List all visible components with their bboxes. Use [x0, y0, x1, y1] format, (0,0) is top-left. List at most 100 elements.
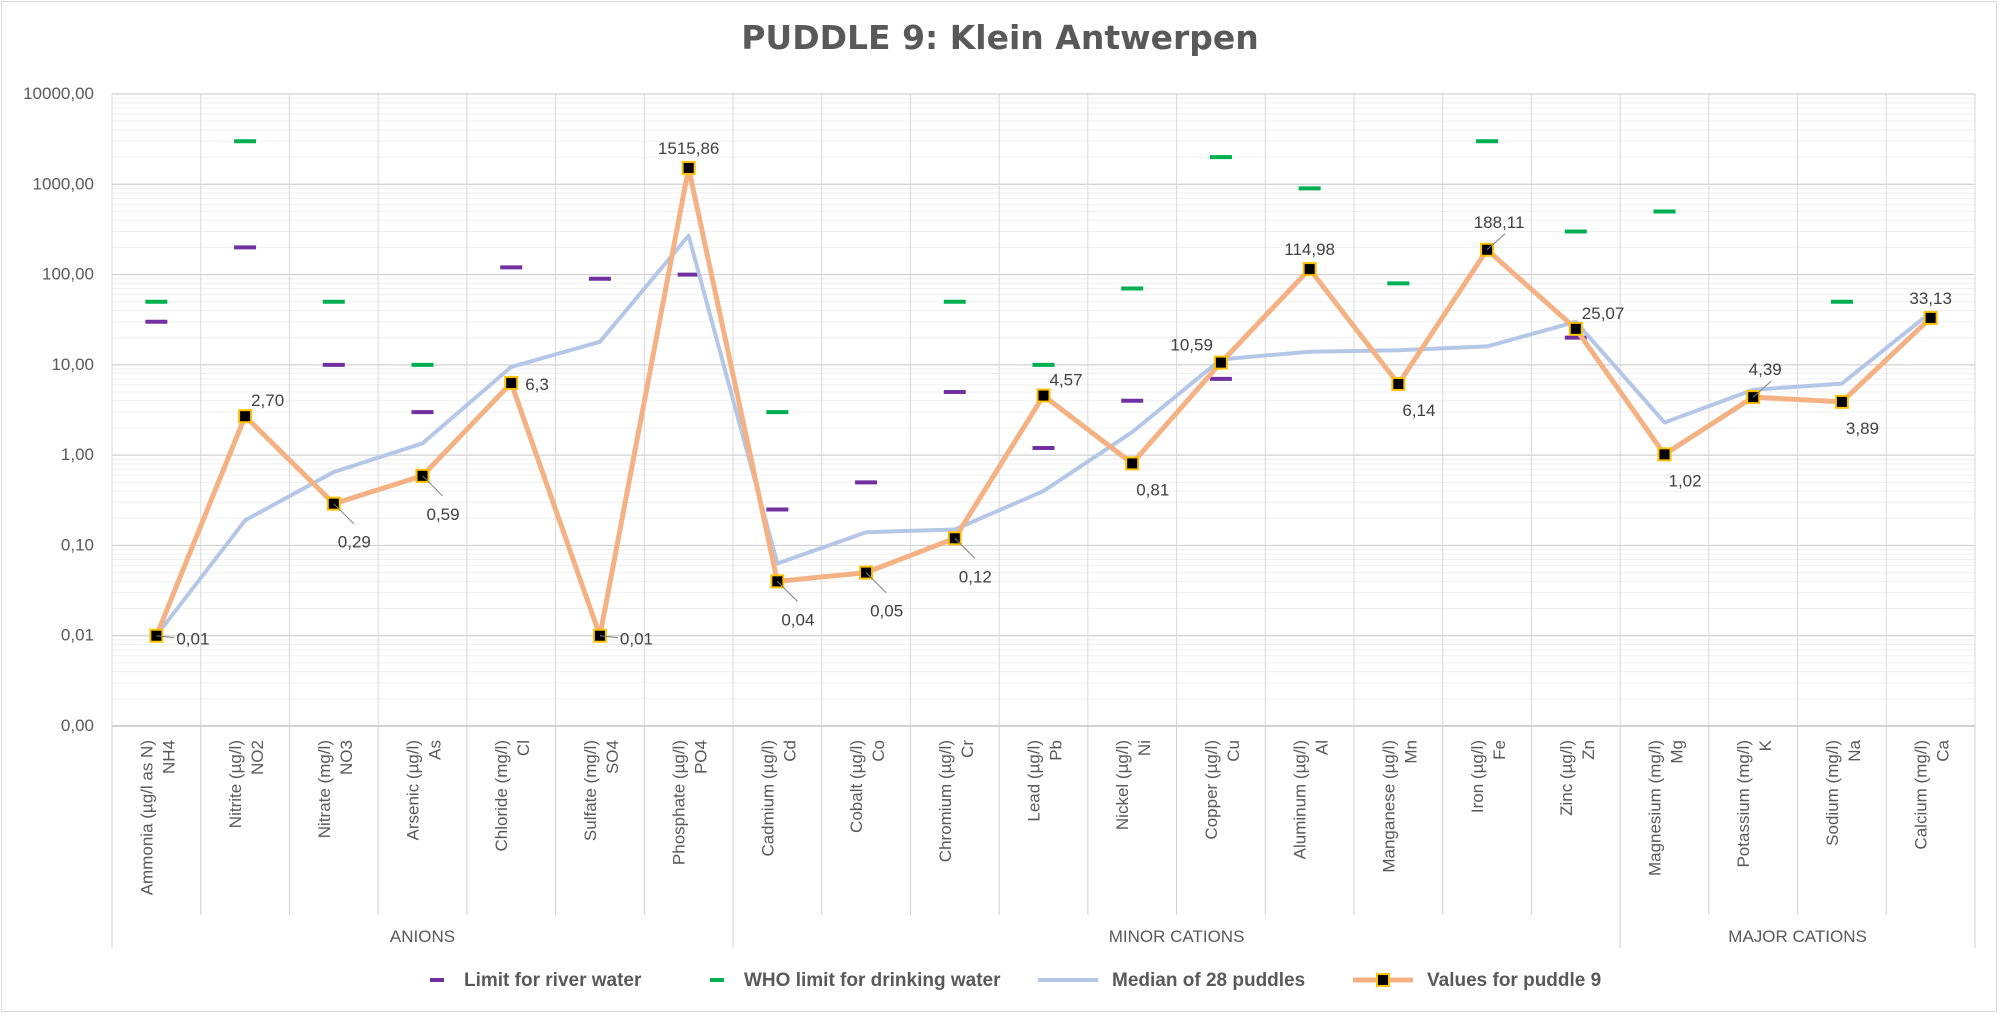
x-tick-label: Nitrite (µg/l) NO2 [226, 740, 267, 828]
x-tick-code: NH4 [159, 740, 178, 774]
x-tick-label: Magnesium (mg/l) Mg [1646, 740, 1687, 876]
x-tick-code: Ca [1934, 739, 1953, 761]
data-label-leader [777, 581, 798, 602]
x-tick-name: Nickel (µg/l) [1113, 740, 1132, 830]
x-tick-name: Cobalt (µg/l) [847, 740, 866, 833]
data-label-leader [156, 635, 175, 639]
data-label: 33,13 [1909, 289, 1952, 308]
x-tick-name: Calcium (mg/l) [1912, 740, 1931, 850]
x-tick-name: Cadmium (µg/l) [758, 740, 777, 857]
data-label-leader [865, 572, 887, 593]
x-tick-code: SO4 [603, 740, 622, 774]
legend-item: Values for puddle 9 [1353, 970, 1601, 991]
data-label: 4,57 [1050, 371, 1083, 390]
x-tick-name: Ammonia (µg/l as N) [137, 740, 156, 895]
data-point [1568, 321, 1583, 336]
x-tick-name: Arsenic (µg/l) [404, 740, 423, 840]
data-label: 3,89 [1846, 419, 1879, 438]
x-tick-code: Ni [1135, 740, 1154, 756]
data-label: 10,59 [1170, 336, 1213, 355]
data-point [1391, 376, 1406, 391]
series [145, 139, 1938, 643]
data-point [681, 160, 696, 175]
group-label: MINOR CATIONS [1109, 927, 1245, 946]
y-tick-labels: 0,00 0,01 0,10 1,00 10,00 100,00 1000,00 10000,… [23, 84, 94, 735]
x-tick-code: Co [869, 740, 888, 762]
x-tick-name: Chromium (µg/l) [936, 740, 955, 862]
axes [111, 94, 1976, 948]
data-point [1923, 310, 1938, 325]
x-tick-label: Cobalt (µg/l) Co [847, 740, 888, 833]
data-point [1657, 447, 1672, 462]
x-tick-code: Cr [958, 740, 977, 758]
y-tick-label: 10,00 [51, 355, 94, 374]
data-label-leader [1486, 233, 1506, 251]
data-label-leader [422, 475, 443, 497]
x-tick-name: Sulfate (mg/l) [581, 740, 600, 841]
data-label-leader [1752, 380, 1772, 398]
data-point [1302, 262, 1317, 277]
data-label: 188,11 [1474, 213, 1525, 232]
x-tick-label: Calcium (mg/l) Ca [1912, 739, 1953, 849]
x-tick-name: Lead (µg/l) [1025, 740, 1044, 822]
x-tick-label: Sodium (mg/l) Na [1823, 739, 1864, 845]
x-tick-name: Phosphate (µg/l) [670, 740, 689, 865]
legend-item: Median of 28 puddles [1038, 970, 1305, 991]
data-label: 0,04 [781, 610, 814, 629]
x-tick-label: Chromium (µg/l) Cr [936, 740, 977, 863]
x-tick-label: Iron (µg/l) Fe [1468, 740, 1509, 813]
data-label: 6,14 [1402, 401, 1435, 420]
x-tick-name: Manganese (µg/l) [1379, 740, 1398, 873]
x-tick-label: Ammonia (µg/l as N) NH4 [137, 740, 178, 895]
x-tick-label: Chloride (mg/l) Cl [492, 740, 533, 851]
data-label: 1515,86 [658, 139, 719, 158]
data-label-leader [333, 503, 355, 525]
data-label: 0,81 [1136, 480, 1169, 499]
x-tick-name: Iron (µg/l) [1468, 740, 1487, 813]
x-tick-label: Manganese (µg/l) Mn [1379, 740, 1420, 873]
data-label-leader [954, 537, 976, 559]
legend-item: Limit for river water [430, 970, 642, 991]
data-label: 0,01 [176, 630, 209, 649]
group-label: MAJOR CATIONS [1728, 927, 1867, 946]
data-label: 0,29 [338, 533, 371, 552]
y-tick-label: 0,01 [61, 626, 94, 645]
x-tick-code: Mg [1668, 740, 1687, 764]
data-label: 4,39 [1749, 360, 1782, 379]
x-tick-label: Copper (µg/l) Cu [1202, 740, 1243, 840]
x-tick-label: Nitrate (mg/l) NO3 [315, 740, 356, 838]
y-tick-label: 0,10 [61, 535, 94, 554]
x-tick-code: NO2 [248, 740, 267, 775]
x-tick-name: Aluminum (µg/l) [1291, 740, 1310, 859]
data-label: 25,07 [1582, 304, 1625, 323]
data-point [1036, 388, 1051, 403]
group-label: ANIONS [390, 927, 455, 946]
y-tick-label: 10000,00 [23, 84, 94, 103]
data-label: 114,98 [1284, 240, 1335, 259]
data-label: 0,05 [870, 602, 903, 621]
y-tick-label: 0,00 [61, 716, 94, 735]
x-tick-label: Sulfate (mg/l) SO4 [581, 740, 622, 841]
legend-label: Values for puddle 9 [1427, 970, 1601, 991]
category-group-labels: ANIONS MINOR CATIONS MAJOR CATIONS [390, 927, 1867, 946]
legend: Limit for river water WHO limit for drink… [430, 970, 1601, 991]
x-tick-code: Pb [1047, 740, 1066, 761]
x-tick-name: Nitrite (µg/l) [226, 740, 245, 828]
data-point [1125, 456, 1140, 471]
y-tick-label: 1000,00 [33, 174, 94, 193]
x-tick-code: As [426, 740, 445, 760]
x-tick-label: Arsenic (µg/l) As [404, 740, 445, 840]
x-tick-code: Na [1845, 739, 1864, 761]
x-tick-name: Copper (µg/l) [1202, 740, 1221, 840]
x-tick-code: Cu [1224, 740, 1243, 762]
data-point [1213, 355, 1228, 370]
x-tick-label: Aluminum (µg/l) Al [1291, 740, 1332, 859]
data-point [1834, 394, 1849, 409]
data-label: 2,70 [251, 391, 284, 410]
data-point [238, 409, 253, 424]
median-line [154, 233, 1932, 637]
x-tick-code: Cd [780, 740, 799, 762]
legend-label: Median of 28 puddles [1112, 970, 1305, 991]
